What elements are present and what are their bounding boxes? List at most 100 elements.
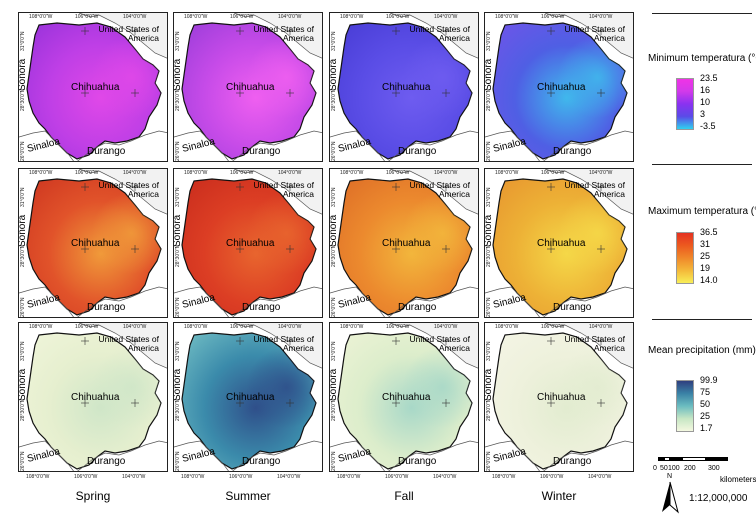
coord-lon-bottom: 106°0'0"W <box>385 474 409 480</box>
coord-lon-108: 108°0'0"W <box>340 324 364 330</box>
coord-lat-31: 31°0'0"N <box>486 187 492 207</box>
coord-lat-31: 31°0'0"N <box>331 341 337 361</box>
coord-lon-bottom: 106°0'0"W <box>229 474 253 480</box>
label-sonora: Sonora <box>173 368 183 401</box>
coord-lat-26: 26°0'0"N <box>486 451 492 471</box>
label-durango: Durango <box>553 456 592 467</box>
label-usa: United States of America <box>409 24 470 43</box>
coord-lon-104: 104°0'0"W <box>278 324 302 330</box>
north-arrow-icon <box>662 481 679 514</box>
label-chihuahua: Chihuahua <box>71 392 120 403</box>
map-panel-min-temp-spring: United States of America Chihuahua Sonora… <box>18 12 168 162</box>
legend-tick: 19 <box>700 263 711 273</box>
coord-lat-31: 31°0'0"N <box>175 341 181 361</box>
season-label-spring: Spring <box>75 489 111 503</box>
scale-unit: kilometers <box>720 475 756 484</box>
label-usa: United States of America <box>98 334 159 353</box>
legend-tick: 10 <box>700 97 711 107</box>
legend-tick: 36.5 <box>700 227 718 237</box>
label-durango: Durango <box>242 302 281 313</box>
label-sonora: Sonora <box>173 214 183 247</box>
label-durango: Durango <box>87 146 126 157</box>
coord-lon-104: 104°0'0"W <box>123 324 147 330</box>
coord-lon-108: 108°0'0"W <box>340 14 364 20</box>
coord-lon-108: 108°0'0"W <box>29 170 53 176</box>
label-durango: Durango <box>242 456 281 467</box>
label-durango: Durango <box>553 146 592 157</box>
legend-tick: 25 <box>700 411 711 421</box>
label-sonora: Sonora <box>18 58 28 91</box>
coord-lat-28-30: 28°30'0"N <box>486 244 492 267</box>
label-usa: United States of America <box>98 180 159 199</box>
legend-tick: 31 <box>700 239 711 249</box>
legend-title-max-temp: Maximum temperatura (°C) <box>648 206 756 217</box>
label-sonora: Sonora <box>18 368 28 401</box>
label-durango: Durango <box>87 456 126 467</box>
season-label-summer: Summer <box>225 489 271 503</box>
coord-lon-104: 104°0'0"W <box>278 170 302 176</box>
map-panel-max-temp-spring: United States of America Chihuahua Sonora… <box>18 168 168 318</box>
label-usa: United States of America <box>564 24 625 43</box>
coord-lat-28-30: 28°30'0"N <box>175 398 181 421</box>
map-panel-min-temp-winter: United States of America Chihuahua Sonora… <box>484 12 634 162</box>
label-chihuahua: Chihuahua <box>537 392 586 403</box>
coord-lon-108: 108°0'0"W <box>184 324 208 330</box>
coord-lon-106: 106°0'0"W <box>541 170 565 176</box>
label-chihuahua: Chihuahua <box>226 82 275 93</box>
coord-lat-28-30: 28°30'0"N <box>20 244 26 267</box>
map-panel-precip-winter: United States of America Chihuahua Sonora… <box>484 322 634 472</box>
coord-lon-108: 108°0'0"W <box>495 14 519 20</box>
legend-ramp-precip <box>676 380 694 432</box>
coord-lat-26: 26°0'0"N <box>175 141 181 161</box>
legend-title-min-temp: Minimum temperatura (°C) <box>648 53 756 64</box>
coord-lat-31: 31°0'0"N <box>486 341 492 361</box>
scale-bar <box>658 457 728 463</box>
coord-lon-bottom: 108°0'0"W <box>337 474 361 480</box>
legend-title-precip: Mean precipitation (mm) <box>648 345 756 356</box>
coord-lon-bottom: 106°0'0"W <box>540 474 564 480</box>
coord-lon-bottom: 104°0'0"W <box>433 474 457 480</box>
label-usa: United States of America <box>564 180 625 199</box>
legend-tick: 75 <box>700 387 711 397</box>
coord-lat-31: 31°0'0"N <box>20 31 26 51</box>
coord-lat-26: 26°0'0"N <box>486 297 492 317</box>
scale-tick-100: 100 <box>668 465 680 472</box>
coord-lat-28-30: 28°30'0"N <box>20 398 26 421</box>
coord-lat-26: 26°0'0"N <box>331 141 337 161</box>
label-usa: United States of America <box>253 180 314 199</box>
coord-lon-104: 104°0'0"W <box>434 324 458 330</box>
legend-separator-2 <box>652 319 752 320</box>
label-durango: Durango <box>398 456 437 467</box>
legend-tick: 99.9 <box>700 375 718 385</box>
label-durango: Durango <box>553 302 592 313</box>
map-panel-min-temp-summer: United States of America Chihuahua Sonora… <box>173 12 323 162</box>
map-panel-max-temp-fall: United States of America Chihuahua Sonora… <box>329 168 479 318</box>
label-chihuahua: Chihuahua <box>382 238 431 249</box>
coord-lon-bottom: 108°0'0"W <box>181 474 205 480</box>
label-chihuahua: Chihuahua <box>537 82 586 93</box>
label-chihuahua: Chihuahua <box>382 392 431 403</box>
label-sonora: Sonora <box>484 58 494 91</box>
coord-lat-26: 26°0'0"N <box>486 141 492 161</box>
map-panel-max-temp-winter: United States of America Chihuahua Sonora… <box>484 168 634 318</box>
coord-lon-106: 106°0'0"W <box>75 170 99 176</box>
coord-lon-104: 104°0'0"W <box>434 14 458 20</box>
coord-lon-bottom: 104°0'0"W <box>122 474 146 480</box>
coord-lat-31: 31°0'0"N <box>331 31 337 51</box>
coord-lat-28-30: 28°30'0"N <box>175 244 181 267</box>
coord-lon-106: 106°0'0"W <box>386 324 410 330</box>
label-usa: United States of America <box>253 334 314 353</box>
legend-tick: 1.7 <box>700 423 713 433</box>
coord-lon-104: 104°0'0"W <box>278 14 302 20</box>
coord-lat-31: 31°0'0"N <box>20 341 26 361</box>
legend-tick: 23.5 <box>700 73 718 83</box>
label-sonora: Sonora <box>18 214 28 247</box>
coord-lon-106: 106°0'0"W <box>75 14 99 20</box>
coord-lat-31: 31°0'0"N <box>331 187 337 207</box>
coord-lat-31: 31°0'0"N <box>486 31 492 51</box>
coord-lat-31: 31°0'0"N <box>175 187 181 207</box>
legend-tick: -3.5 <box>700 121 716 131</box>
legend-tick: 50 <box>700 399 711 409</box>
coord-lon-106: 106°0'0"W <box>75 324 99 330</box>
coord-lat-28-30: 28°30'0"N <box>331 244 337 267</box>
